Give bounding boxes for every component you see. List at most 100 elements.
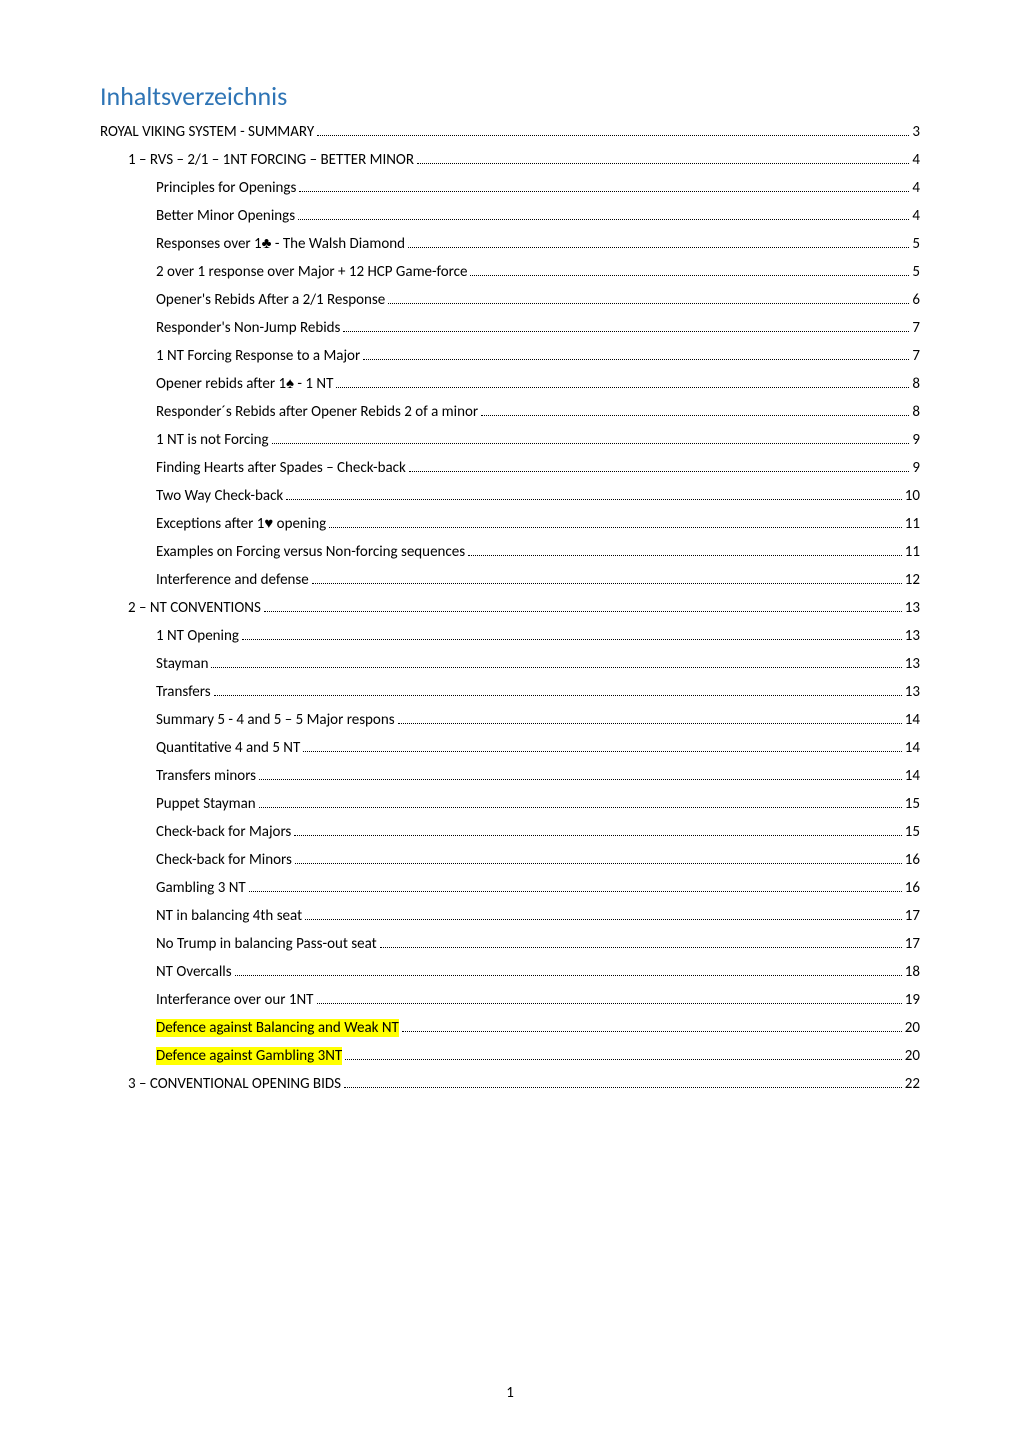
toc-leader-dots (235, 975, 902, 976)
toc-entry-page: 4 (912, 153, 920, 168)
toc-leader-dots (305, 919, 902, 920)
toc-entry[interactable]: Better Minor Openings 4 (100, 209, 920, 224)
toc-entry[interactable]: 1 NT is not Forcing 9 (100, 433, 920, 448)
toc-entry-page: 13 (905, 601, 920, 616)
toc-entry[interactable]: 1 NT Opening 13 (100, 629, 920, 644)
toc-entry-page: 10 (905, 489, 920, 504)
toc-entry[interactable]: 2 – NT CONVENTIONS13 (100, 601, 920, 616)
toc-entry[interactable]: Defence against Gambling 3NT 20 (100, 1049, 920, 1064)
toc-leader-dots (398, 723, 902, 724)
toc-entry[interactable]: Responder's Non-Jump Rebids7 (100, 321, 920, 336)
toc-entry-label: 1 NT is not Forcing (156, 433, 269, 448)
toc-entry-page: 17 (905, 937, 920, 952)
toc-entry[interactable]: NT Overcalls18 (100, 965, 920, 980)
toc-entry-page: 11 (905, 517, 920, 532)
toc-entry-page: 9 (912, 461, 920, 476)
toc-entry-label: ROYAL VIKING SYSTEM - SUMMARY (100, 125, 314, 140)
toc-entry[interactable]: Opener's Rebids After a 2/1 Response 6 (100, 293, 920, 308)
toc-entry[interactable]: Interference and defense 12 (100, 573, 920, 588)
toc-entry[interactable]: Check-back for Majors15 (100, 825, 920, 840)
toc-leader-dots (264, 611, 902, 612)
toc-entry[interactable]: No Trump in balancing Pass-out seat17 (100, 937, 920, 952)
toc-entry[interactable]: 2 over 1 response over Major + 12 HCP Ga… (100, 265, 920, 280)
toc-entry-label: Examples on Forcing versus Non-forcing s… (156, 545, 465, 560)
toc-leader-dots (295, 863, 902, 864)
toc-entry[interactable]: Interferance over our 1NT19 (100, 993, 920, 1008)
toc-entry-page: 13 (905, 629, 920, 644)
toc-leader-dots (214, 695, 902, 696)
toc-entry[interactable]: Opener rebids after 1♠ - 1 NT8 (100, 377, 920, 392)
toc-entry[interactable]: Responder´s Rebids after Opener Rebids 2… (100, 405, 920, 420)
toc-leader-dots (402, 1031, 902, 1032)
toc-entry-page: 13 (905, 685, 920, 700)
toc-leader-dots (259, 807, 902, 808)
toc-entry-label: Interference and defense (156, 573, 309, 588)
toc-entry-page: 14 (905, 713, 920, 728)
toc-entry[interactable]: Quantitative 4 and 5 NT14 (100, 741, 920, 756)
toc-entry[interactable]: Principles for Openings 4 (100, 181, 920, 196)
toc-entry-page: 9 (912, 433, 920, 448)
toc-entry-page: 8 (912, 405, 920, 420)
toc-entry-page: 12 (905, 573, 920, 588)
toc-entry-page: 6 (912, 293, 920, 308)
toc-entry-label: 1 – RVS – 2/1 – 1NT FORCING – BETTER MIN… (128, 153, 414, 168)
toc-entry-label: Stayman (156, 657, 208, 672)
toc-entry[interactable]: 1 NT Forcing Response to a Major7 (100, 349, 920, 364)
toc-entry[interactable]: Finding Hearts after Spades – Check-back… (100, 461, 920, 476)
toc-entry-label: Interferance over our 1NT (156, 993, 314, 1008)
toc-entry-label: Principles for Openings (156, 181, 296, 196)
toc-title: Inhaltsverzeichnis (100, 80, 920, 112)
toc-entry-label: Quantitative 4 and 5 NT (156, 741, 300, 756)
toc-entry[interactable]: Transfers minors 14 (100, 769, 920, 784)
toc-entry-label: Better Minor Openings (156, 209, 295, 224)
toc-entry-page: 4 (912, 181, 920, 196)
toc-entry[interactable]: Exceptions after 1♥ opening11 (100, 517, 920, 532)
toc-entry[interactable]: Defence against Balancing and Weak NT 20 (100, 1021, 920, 1036)
toc-entry[interactable]: 1 – RVS – 2/1 – 1NT FORCING – BETTER MIN… (100, 153, 920, 168)
toc-entry-label: 1 NT Opening (156, 629, 239, 644)
toc-entry[interactable]: Transfers 13 (100, 685, 920, 700)
toc-leader-dots (294, 835, 901, 836)
toc-entry[interactable]: Responses over 1♣ - The Walsh Diamond5 (100, 237, 920, 252)
toc-entry-page: 22 (905, 1077, 920, 1092)
toc-entry-page: 8 (912, 377, 920, 392)
toc-entry-page: 13 (905, 657, 920, 672)
toc-leader-dots (249, 891, 902, 892)
toc-entry-page: 18 (905, 965, 920, 980)
toc-entry-label: Summary 5 - 4 and 5 – 5 Major respons (156, 713, 395, 728)
toc-entry-label: Check-back for Majors (156, 825, 291, 840)
toc-entry-label: Check-back for Minors (156, 853, 292, 868)
toc-leader-dots (259, 779, 902, 780)
toc-entry[interactable]: Puppet Stayman15 (100, 797, 920, 812)
toc-entry-label: Defence against Gambling 3NT (156, 1049, 342, 1064)
toc-entry-page: 14 (905, 769, 920, 784)
toc-entry[interactable]: Gambling 3 NT16 (100, 881, 920, 896)
toc-entry-page: 20 (905, 1021, 920, 1036)
toc-entry-label: Puppet Stayman (156, 797, 256, 812)
toc-list: ROYAL VIKING SYSTEM - SUMMARY3 1 – RVS – … (100, 125, 920, 1092)
toc-entry-label: Opener's Rebids After a 2/1 Response (156, 293, 385, 308)
toc-leader-dots (329, 527, 902, 528)
toc-entry[interactable]: Summary 5 - 4 and 5 – 5 Major respons 14 (100, 713, 920, 728)
toc-entry[interactable]: Two Way Check-back10 (100, 489, 920, 504)
toc-entry-page: 5 (912, 265, 920, 280)
toc-entry-label: Defence against Balancing and Weak NT (156, 1021, 399, 1036)
toc-entry[interactable]: Examples on Forcing versus Non-forcing s… (100, 545, 920, 560)
toc-leader-dots (481, 415, 909, 416)
toc-entry-label: Transfers (156, 685, 211, 700)
toc-entry-label: Responder´s Rebids after Opener Rebids 2… (156, 405, 478, 420)
toc-entry-page: 20 (905, 1049, 920, 1064)
toc-leader-dots (336, 387, 909, 388)
toc-entry[interactable]: NT in balancing 4th seat17 (100, 909, 920, 924)
toc-entry-page: 16 (905, 881, 920, 896)
toc-entry-page: 4 (912, 209, 920, 224)
toc-leader-dots (211, 667, 901, 668)
toc-leader-dots (303, 751, 901, 752)
toc-leader-dots (408, 247, 909, 248)
toc-entry[interactable]: Stayman 13 (100, 657, 920, 672)
toc-entry[interactable]: ROYAL VIKING SYSTEM - SUMMARY3 (100, 125, 920, 140)
toc-entry-label: Transfers minors (156, 769, 256, 784)
toc-entry[interactable]: Check-back for Minors16 (100, 853, 920, 868)
toc-leader-dots (363, 359, 909, 360)
toc-entry[interactable]: 3 – CONVENTIONAL OPENING BIDS22 (100, 1077, 920, 1092)
